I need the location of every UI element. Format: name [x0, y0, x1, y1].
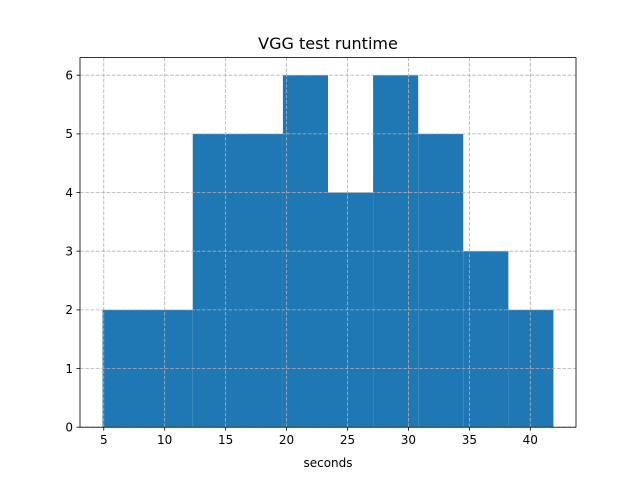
x-tick-label: 20 [279, 433, 294, 447]
histogram-bar [102, 309, 193, 428]
x-tick-label: 40 [523, 433, 538, 447]
x-tick-label: 10 [157, 433, 172, 447]
x-tick-label: 30 [401, 433, 416, 447]
y-tick-label: 5 [65, 127, 73, 141]
axis-ticks: 5 10 15 20 25 30 35 40 0 1 2 3 4 5 6 [65, 69, 538, 448]
histogram-bar [418, 133, 464, 428]
y-tick-label: 1 [65, 362, 73, 376]
y-tick-label: 6 [65, 69, 73, 83]
x-tick-label: 15 [218, 433, 233, 447]
x-tick-label: 25 [340, 433, 355, 447]
y-tick-label: 0 [65, 421, 73, 435]
y-tick-label: 2 [65, 303, 73, 317]
histogram-bar [192, 133, 283, 428]
y-tick-label: 3 [65, 245, 73, 259]
y-tick-label: 4 [65, 186, 73, 200]
x-axis-label: seconds [303, 456, 352, 470]
chart-title: VGG test runtime [258, 34, 398, 53]
x-tick-label: 35 [462, 433, 477, 447]
histogram-bar [463, 251, 509, 428]
x-tick-label: 5 [100, 433, 108, 447]
plot-frame [79, 57, 577, 428]
